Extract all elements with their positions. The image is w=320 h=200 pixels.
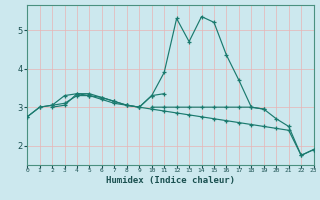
X-axis label: Humidex (Indice chaleur): Humidex (Indice chaleur) (106, 176, 235, 185)
